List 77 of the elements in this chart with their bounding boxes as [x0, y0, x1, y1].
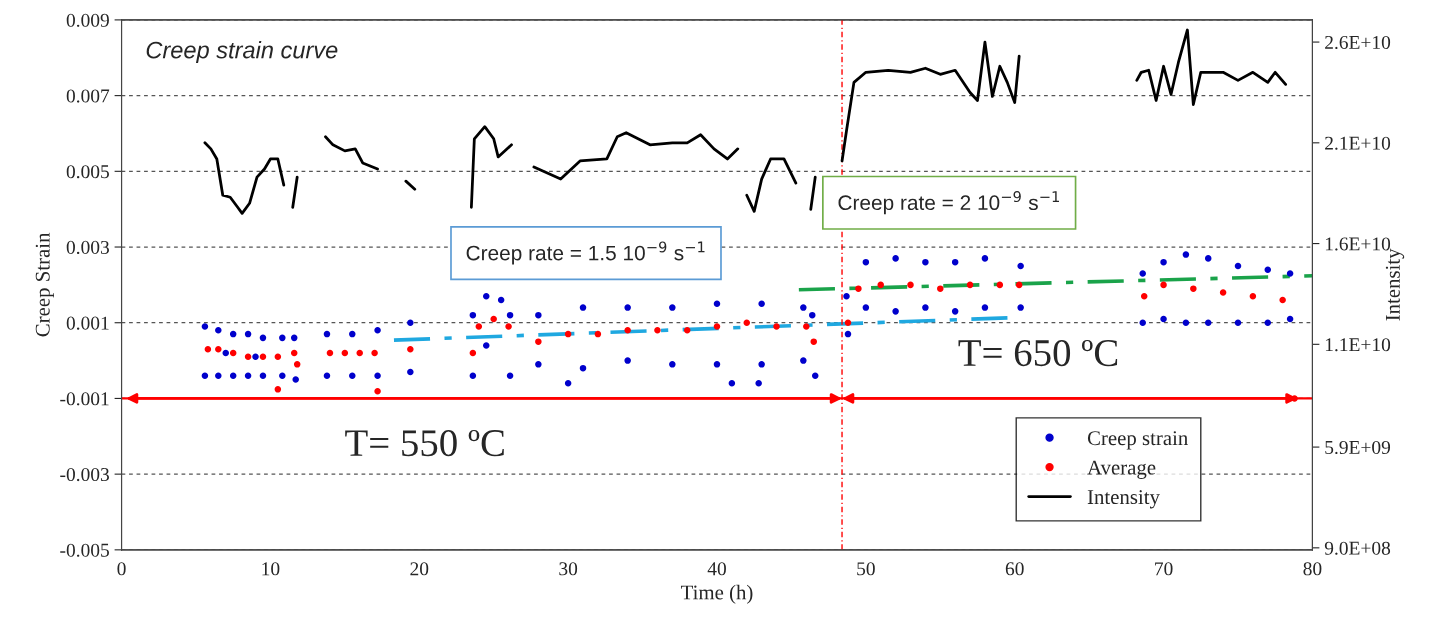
point [803, 323, 810, 330]
point [341, 349, 349, 357]
x-tick-label: 60 [1005, 562, 1024, 576]
point [937, 285, 944, 292]
point [996, 281, 1004, 289]
point [844, 319, 852, 326]
point [654, 327, 661, 334]
annotation: Creep rate = 1.5 10$^{−9}$ s$^{−1}$ [466, 241, 705, 265]
annotation: T= 650 ºC [958, 339, 1118, 367]
point [966, 281, 974, 289]
x-tick-label: 70 [1155, 562, 1173, 576]
x-tick-label: 30 [559, 562, 578, 576]
point [683, 327, 691, 334]
y-tick-label: 0.007 [66, 89, 110, 103]
y-tick-label: 0.001 [66, 316, 109, 330]
point [505, 323, 512, 330]
point [244, 353, 252, 361]
point [1140, 292, 1148, 300]
x-tick-label: 10 [262, 562, 280, 576]
y2-tick-label: 2.1E+10 [1325, 136, 1391, 150]
point [229, 349, 237, 357]
point [274, 386, 282, 393]
x-tick-label: 50 [857, 562, 875, 576]
annotation: Creep rate = 2 10$^{−9}$ s$^{−1}$ [838, 191, 1059, 215]
point [810, 338, 817, 345]
y2-tick-label: 2.6E+10 [1325, 35, 1391, 50]
point [773, 323, 780, 330]
y-axis-title: Creep Strain [35, 232, 54, 337]
y-tick-label: -0.003 [60, 467, 109, 482]
point [469, 349, 477, 357]
y2-tick-label: 1.1E+10 [1325, 338, 1391, 352]
point [293, 361, 301, 368]
point [713, 323, 721, 330]
point [535, 338, 542, 345]
point [204, 345, 212, 353]
point [1015, 281, 1023, 289]
point [356, 349, 363, 357]
point [877, 281, 884, 289]
x-tick-label: 0 [117, 562, 126, 576]
point [594, 330, 602, 338]
y2-tick-label: 5.9E+09 [1325, 440, 1391, 455]
point [371, 349, 378, 357]
x-axis-title: Time (h) [681, 584, 753, 604]
point [1291, 395, 1298, 402]
point [1279, 296, 1286, 304]
point [1190, 285, 1197, 292]
point [624, 327, 631, 334]
point [475, 323, 483, 330]
point [407, 345, 414, 353]
legend-label: Intensity [1087, 490, 1160, 509]
y2-tick-label: 9.0E+08 [1324, 541, 1391, 555]
point [290, 349, 298, 357]
x-tick-label: 80 [1303, 562, 1322, 576]
point [490, 315, 497, 323]
annotation: T= 550 ºC [345, 430, 504, 457]
point [274, 353, 282, 361]
legend-label: Creep strain [1087, 431, 1188, 450]
x-tick-label: 20 [410, 562, 429, 576]
point [1249, 292, 1257, 300]
point [374, 387, 381, 395]
y-tick-label: 0.009 [66, 13, 109, 27]
point [326, 349, 334, 357]
point [907, 281, 914, 289]
point [743, 319, 751, 326]
y-tick-label: 0.003 [66, 240, 109, 255]
x-tick-label: 40 [707, 562, 726, 576]
y-tick-label: 0.005 [66, 165, 109, 179]
y-tick-label: -0.001 [60, 392, 109, 406]
y-tick-label: -0.005 [60, 543, 109, 557]
text: Creep strain curve [146, 41, 338, 64]
point [259, 353, 267, 361]
point [1219, 289, 1227, 296]
legend-label: Average [1087, 460, 1156, 479]
point [855, 285, 862, 292]
point [564, 330, 572, 338]
point [215, 345, 222, 353]
point [1160, 281, 1167, 289]
